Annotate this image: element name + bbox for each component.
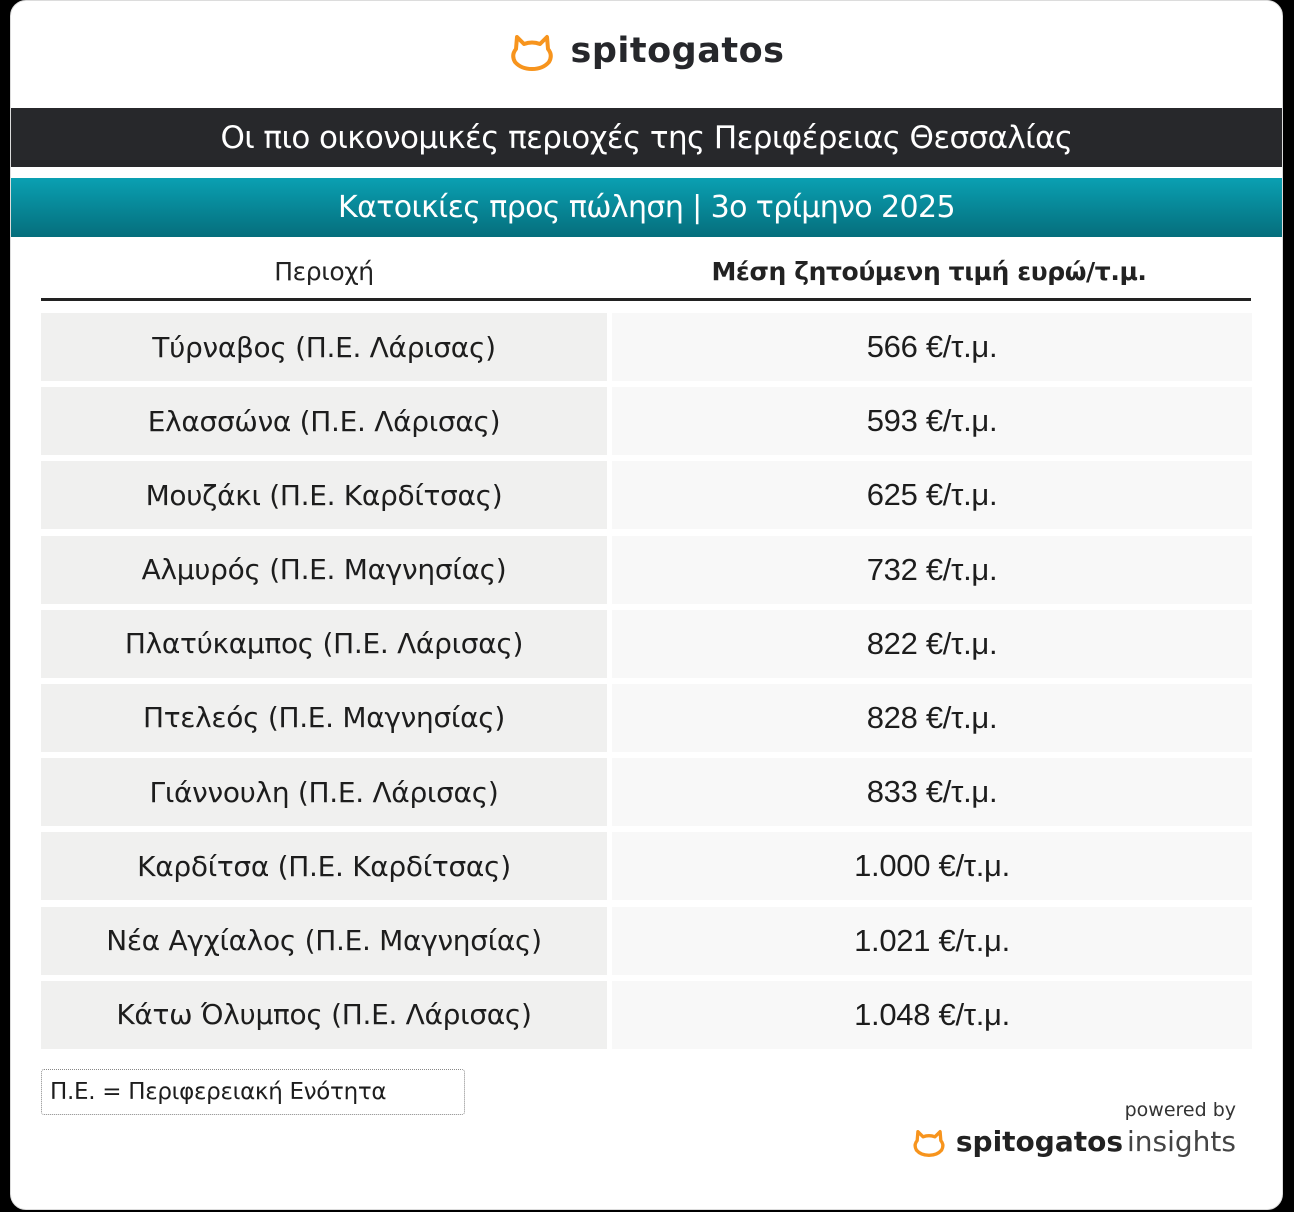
title-text: Οι πιο οικονομικές περιοχές της Περιφέρε… — [220, 119, 1073, 156]
table-row: Μουζάκι (Π.Ε. Καρδίτσας) 625 €/τ.μ. — [41, 461, 1252, 530]
cat-logo-icon — [912, 1127, 946, 1157]
column-header-price: Μέση ζητούμενη τιμή ευρώ/τ.μ. — [711, 257, 1147, 286]
table-row: Πτελεός (Π.Ε. Μαγνησίας) 828 €/τ.μ. — [41, 683, 1252, 752]
powered-by-label: powered by — [1124, 1099, 1236, 1121]
page-subtitle: Κατοικίες προς πώληση | 3ο τρίμηνο 2025 — [11, 178, 1282, 237]
table-row: Ελασσώνα (Π.Ε. Λάρισας) 593 €/τ.μ. — [41, 387, 1252, 456]
table-row: Τύρναβος (Π.Ε. Λάρισας) 566 €/τ.μ. — [41, 313, 1252, 381]
price-cell: 732 €/τ.μ. — [612, 535, 1252, 604]
price-cell: 833 €/τ.μ. — [612, 758, 1252, 827]
area-cell: Αλμυρός (Π.Ε. Μαγνησίας) — [41, 535, 607, 604]
cat-logo-icon — [509, 31, 555, 71]
table-row: Πλατύκαμπος (Π.Ε. Λάρισας) 822 €/τ.μ. — [41, 609, 1252, 678]
price-cell: 1.000 €/τ.μ. — [612, 832, 1252, 901]
area-cell: Νέα Αγχίαλος (Π.Ε. Μαγνησίας) — [41, 906, 607, 975]
footnote-box: Π.Ε. = Περιφερειακή Ενότητα — [41, 1069, 465, 1115]
price-cell: 625 €/τ.μ. — [612, 461, 1252, 530]
price-cell: 1.021 €/τ.μ. — [612, 906, 1252, 975]
table-row: Κάτω Όλυμπος (Π.Ε. Λάρισας) 1.048 €/τ.μ. — [41, 980, 1252, 1049]
area-cell: Πλατύκαμπος (Π.Ε. Λάρισας) — [41, 609, 607, 678]
table-body: Τύρναβος (Π.Ε. Λάρισας) 566 €/τ.μ. Ελασσ… — [41, 313, 1252, 1055]
price-cell: 566 €/τ.μ. — [612, 313, 1252, 381]
table-row: Νέα Αγχίαλος (Π.Ε. Μαγνησίας) 1.021 €/τ.… — [41, 906, 1252, 975]
area-cell: Ελασσώνα (Π.Ε. Λάρισας) — [41, 387, 607, 456]
brand-name: spitogatos — [570, 31, 785, 71]
table-row: Γιάννουλη (Π.Ε. Λάρισας) 833 €/τ.μ. — [41, 758, 1252, 827]
subtitle-text: Κατοικίες προς πώληση | 3ο τρίμηνο 2025 — [338, 190, 956, 225]
table-row: Καρδίτσα (Π.Ε. Καρδίτσας) 1.000 €/τ.μ. — [41, 832, 1252, 901]
insights-brand-bold: spitogatos — [955, 1125, 1124, 1158]
table-row: Αλμυρός (Π.Ε. Μαγνησίας) 732 €/τ.μ. — [41, 535, 1252, 604]
page-title: Οι πιο οικονομικές περιοχές της Περιφέρε… — [11, 108, 1282, 167]
price-cell: 1.048 €/τ.μ. — [612, 980, 1252, 1049]
insights-brand-light: insights — [1127, 1125, 1236, 1158]
footnote-text: Π.Ε. = Περιφερειακή Ενότητα — [50, 1079, 387, 1105]
infographic-card: spitogatos Οι πιο οικονομικές περιοχές τ… — [10, 0, 1283, 1210]
column-header-area: Περιοχή — [274, 257, 374, 286]
area-cell: Καρδίτσα (Π.Ε. Καρδίτσας) — [41, 832, 607, 901]
price-cell: 828 €/τ.μ. — [612, 683, 1252, 752]
powered-by-brand: spitogatos insights — [912, 1125, 1236, 1158]
price-cell: 822 €/τ.μ. — [612, 609, 1252, 678]
area-cell: Πτελεός (Π.Ε. Μαγνησίας) — [41, 683, 607, 752]
table-header: Περιοχή Μέση ζητούμενη τιμή ευρώ/τ.μ. — [41, 245, 1251, 301]
price-cell: 593 €/τ.μ. — [612, 387, 1252, 456]
area-cell: Μουζάκι (Π.Ε. Καρδίτσας) — [41, 461, 607, 530]
area-cell: Κάτω Όλυμπος (Π.Ε. Λάρισας) — [41, 980, 607, 1049]
brand-header: spitogatos — [11, 31, 1282, 71]
area-cell: Τύρναβος (Π.Ε. Λάρισας) — [41, 313, 607, 381]
area-cell: Γιάννουλη (Π.Ε. Λάρισας) — [41, 758, 607, 827]
